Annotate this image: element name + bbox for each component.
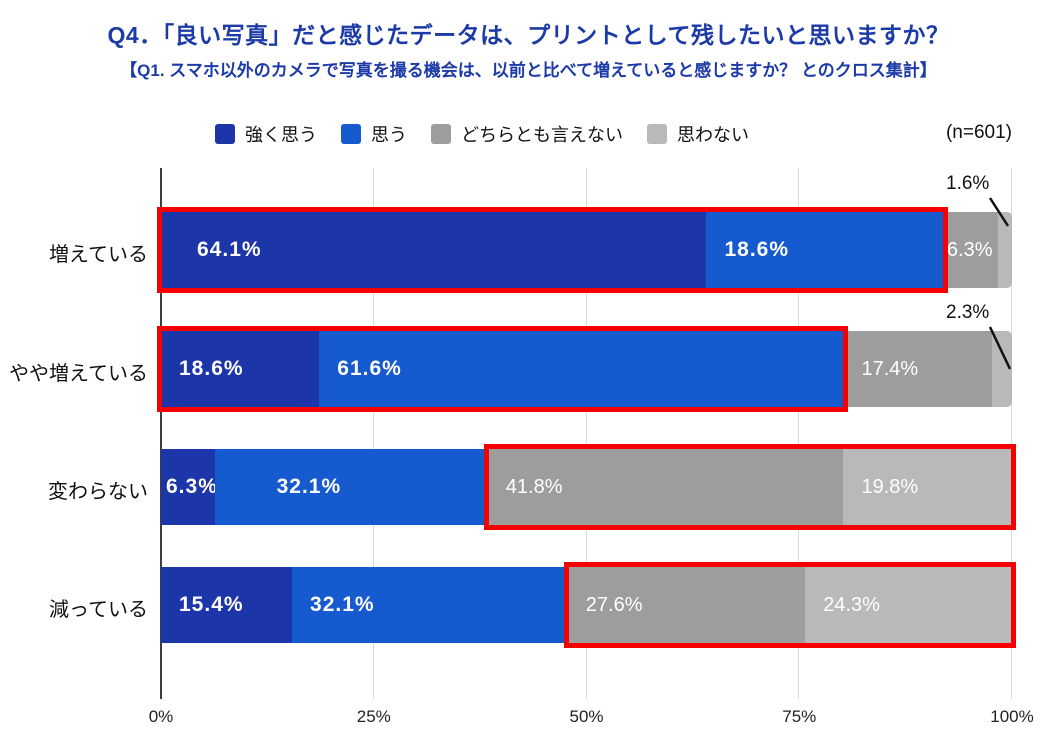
bar-row: 6.3% 32.1% 41.8% 19.8%	[161, 449, 1012, 525]
category-label: 増えている	[49, 244, 148, 266]
legend-item-2: 思う	[341, 121, 407, 147]
bar-segment: 61.6%	[319, 331, 844, 407]
segment-value-label: 24.3%	[823, 593, 880, 616]
legend-swatch-icon	[431, 124, 451, 144]
bar-segment: 41.8%	[487, 449, 844, 525]
bar-segment: 32.1%	[292, 567, 568, 643]
bar-segment: 32.1%	[214, 449, 488, 525]
bar-segment: 6.3%	[943, 212, 999, 288]
page-title: Q4．「良い写真」だと感じたデータは、プリントとして残したいと思いますか？	[107, 22, 950, 48]
category-label: 減っている	[49, 599, 148, 621]
bar-segment: 24.3%	[805, 567, 1012, 643]
page-subtitle: 【Q1. スマホ以外のカメラで写真を撮る機会は、以前と比べて増えていると感じます…	[120, 61, 937, 80]
legend-swatch-icon	[215, 124, 235, 144]
segment-value-label: 18.6%	[179, 357, 244, 380]
gridline-100	[1011, 168, 1012, 699]
legend-item-label: どちらとも言えない	[461, 125, 623, 145]
segment-value-label: 32.1%	[310, 593, 375, 616]
legend-item-label: 思う	[371, 125, 407, 145]
sample-size-label: (n=601)	[945, 122, 1012, 143]
category-label: 変わらない	[48, 481, 148, 503]
legend-row: 強く思う 思う どちらとも言えない 思わない (n=601)	[0, 121, 1057, 151]
bar-segment: 18.6%	[706, 212, 944, 288]
bar-segment: 19.8%	[843, 449, 1012, 525]
bar-row: 18.6% 61.6% 17.4%	[161, 331, 1012, 407]
legend-item-label: 思わない	[677, 125, 749, 145]
bar-row: 64.1% 18.6% 6.3%	[161, 212, 1012, 288]
callout-value-label: 1.6%	[946, 173, 990, 194]
y-axis-line	[160, 168, 162, 699]
segment-value-label: 19.8%	[861, 475, 919, 498]
x-axis: 0% 25% 50% 75% 100%	[149, 703, 1034, 733]
segment-value-label: 6.3%	[946, 238, 993, 261]
gridline-50	[585, 168, 587, 699]
bar-segment	[998, 212, 1012, 288]
bar-segment	[992, 331, 1012, 407]
x-axis-tick-label: 100%	[990, 707, 1034, 726]
category-label: やや増えている	[9, 363, 148, 385]
segment-value-label: 18.6%	[724, 238, 790, 261]
segment-value-label: 6.3%	[166, 475, 218, 498]
bar-segment: 6.3%	[161, 449, 218, 525]
gridline-25	[372, 168, 374, 699]
bar-segment: 64.1%	[161, 212, 707, 288]
bar-row: 15.4% 32.1% 27.6% 24.3%	[161, 567, 1012, 643]
legend-swatch-icon	[647, 124, 667, 144]
x-axis-tick-label: 50%	[569, 707, 604, 726]
segment-value-label: 41.8%	[505, 475, 563, 498]
bar-segment: 18.6%	[161, 331, 320, 407]
plot-area: 増えている 64.1% 18.6% 6.3% 1.6% やや増えている 18.6% 61.6%…	[9, 168, 1016, 699]
legend-swatch-icon	[341, 124, 361, 144]
chart-area: 増えている 64.1% 18.6% 6.3% 1.6% やや増えている 18.6% 61.6%…	[9, 168, 1034, 733]
segment-value-label: 32.1%	[276, 475, 342, 498]
callout-value-label: 2.3%	[946, 302, 990, 323]
legend: 強く思う 思う どちらとも言えない 思わない	[215, 121, 749, 147]
segment-value-label: 61.6%	[337, 357, 402, 380]
segment-value-label: 27.6%	[585, 593, 643, 616]
x-axis-tick-label: 75%	[782, 707, 817, 726]
bar-segment: 15.4%	[161, 567, 293, 643]
gridline-75	[798, 168, 800, 699]
bar-segment: 27.6%	[567, 567, 806, 643]
bar-segment: 17.4%	[843, 331, 993, 407]
segment-value-label: 15.4%	[179, 593, 244, 616]
segment-value-label: 17.4%	[861, 357, 919, 380]
legend-item-label: 強く思う	[245, 125, 317, 145]
legend-item-3: どちらとも言えない	[431, 121, 623, 147]
legend-item-1: 強く思う	[215, 121, 317, 147]
x-axis-tick-label: 0%	[148, 707, 174, 726]
legend-item-4: 思わない	[647, 121, 749, 147]
x-axis-tick-label: 25%	[356, 707, 391, 726]
segment-value-label: 64.1%	[197, 238, 262, 261]
